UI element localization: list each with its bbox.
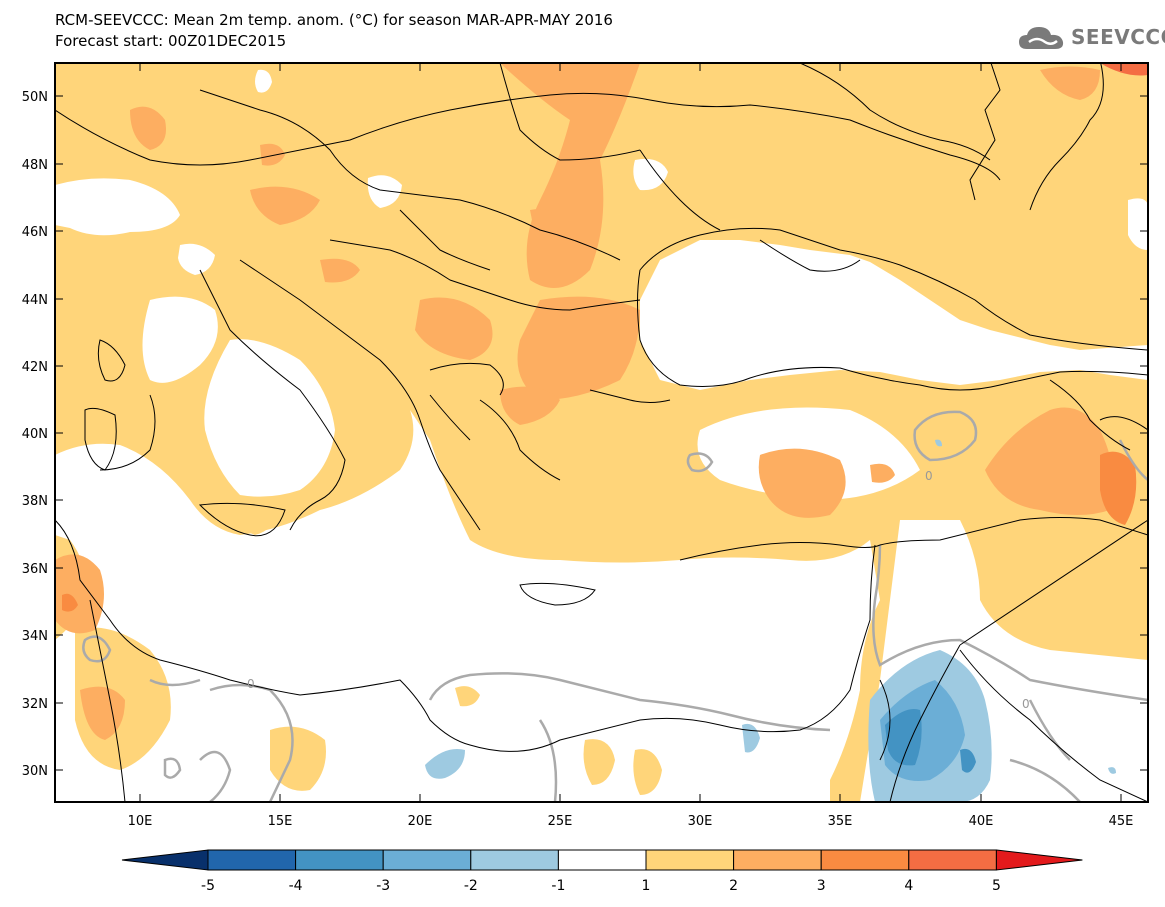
- lat-label: 36N: [22, 562, 48, 577]
- anomaly-region-4to5: [1100, 63, 1148, 76]
- colorbar: -5 -4 -3 -2 -1 1 2 3 4 5: [121, 849, 1083, 894]
- colorbar-tick-label: 1: [642, 878, 651, 894]
- colorbar-tick-label: -4: [289, 878, 303, 894]
- colorbar-segment: [382, 849, 472, 871]
- colorbar-tick-label: -2: [464, 878, 478, 894]
- colorbar-tick-label: 5: [992, 878, 1001, 894]
- colorbar-tick-label: 4: [904, 878, 913, 894]
- lat-label: 48N: [22, 158, 48, 173]
- colorbar-segment: [733, 849, 822, 871]
- lat-label: 46N: [22, 225, 48, 240]
- anomaly-region-1to2: [235, 498, 275, 535]
- anomaly-region-neutral: [178, 243, 215, 275]
- title-line-1: RCM-SEEVCCC: Mean 2m temp. anom. (°C) fo…: [55, 11, 613, 29]
- contour-label: 0: [925, 469, 933, 483]
- seevccc-logo: SEEVCCC: [1017, 22, 1165, 52]
- contour-label: 0: [247, 677, 255, 691]
- colorbar-segment: [995, 849, 1083, 871]
- colorbar-segment: [121, 849, 209, 871]
- contour-label: 0: [1022, 697, 1030, 711]
- coastlines-borders: [55, 63, 1148, 802]
- lon-label: 20E: [408, 814, 433, 829]
- lon-label: 45E: [1109, 814, 1134, 829]
- anomaly-region-1to2: [455, 686, 480, 707]
- lat-label: 42N: [22, 360, 48, 375]
- logo-text: SEEVCCC: [1071, 25, 1165, 49]
- lat-label: 44N: [22, 293, 48, 308]
- anomaly-region-neutral: [255, 69, 272, 93]
- longitude-axis: 10E 15E 20E 25E 30E 35E 40E 45E: [128, 63, 1134, 829]
- anomaly-region-neutral: [1128, 198, 1148, 250]
- latitude-axis: 50N 48N 46N 44N 42N 40N 38N 36N 34N 32N 30N: [22, 90, 1148, 779]
- colorbar-segment: [557, 849, 647, 871]
- lon-label: 10E: [128, 814, 153, 829]
- colorbar-segment: [645, 849, 735, 871]
- lon-label: 15E: [268, 814, 293, 829]
- colorbar-tick-label: -3: [376, 878, 390, 894]
- lon-label: 35E: [828, 814, 853, 829]
- anomaly-region-neutral: [55, 178, 180, 236]
- anomaly-region-2to3: [55, 63, 1114, 740]
- lat-label: 34N: [22, 629, 48, 644]
- lat-label: 40N: [22, 427, 48, 442]
- colorbar-tick-label: 3: [817, 878, 826, 894]
- cloud-icon: [1019, 27, 1064, 49]
- colorbar-segment: [207, 849, 297, 871]
- anomaly-field: [55, 63, 1148, 802]
- lat-label: 38N: [22, 494, 48, 509]
- chart-title: RCM-SEEVCCC: Mean 2m temp. anom. (°C) fo…: [55, 10, 613, 52]
- lat-label: 50N: [22, 90, 48, 105]
- colorbar-tick-label: -5: [201, 878, 215, 894]
- anomaly-region-negative: [425, 439, 1116, 802]
- lat-label: 32N: [22, 697, 48, 712]
- colorbar-segment: [908, 849, 997, 871]
- anomaly-region-neutral: [55, 296, 880, 802]
- colorbar-segment: [820, 849, 910, 871]
- lon-label: 30E: [688, 814, 713, 829]
- anomaly-region-1to2: [633, 749, 662, 795]
- colorbar-tick-label: -1: [551, 878, 565, 894]
- lat-label: 30N: [22, 764, 48, 779]
- anomaly-region-1to2: [583, 739, 615, 785]
- lon-label: 40E: [969, 814, 994, 829]
- anomaly-region-neutral: [633, 158, 668, 191]
- colorbar-segment: [470, 849, 559, 871]
- colorbar-segment: [295, 849, 384, 871]
- lon-label: 25E: [548, 814, 573, 829]
- anomaly-region-neutral: [367, 175, 402, 208]
- anomaly-region-3to4: [62, 451, 1137, 612]
- colorbar-tick-label: 2: [729, 878, 738, 894]
- title-line-2: Forecast start: 00Z01DEC2015: [55, 32, 287, 50]
